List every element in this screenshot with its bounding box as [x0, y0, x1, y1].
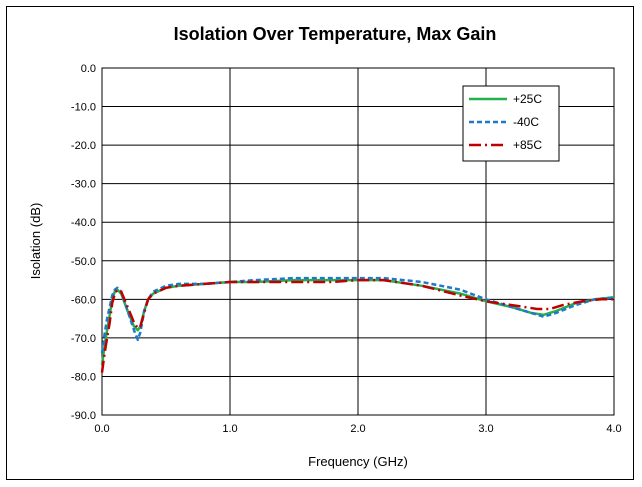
- plot-area: [101, 67, 615, 416]
- y-tick-label: -10.0: [71, 102, 96, 114]
- y-tick-label: -30.0: [71, 179, 96, 191]
- y-axis-ticks: 0.0 -10.0 -20.0 -30.0 -40.0 -50.0 -60.0 -70.0 -8…: [71, 63, 96, 422]
- x-tick-label: 1.0: [222, 423, 237, 435]
- legend-label: +85C: [513, 138, 542, 152]
- y-tick-label: -40.0: [71, 217, 96, 229]
- chart-frame: [6, 6, 634, 480]
- y-tick-label: -70.0: [71, 333, 96, 345]
- y-tick-label: -50.0: [71, 256, 96, 268]
- series-layer: [100, 276, 615, 373]
- legend-box: [462, 85, 560, 162]
- y-tick-label: -60.0: [71, 294, 96, 306]
- y-tick-label: -20.0: [71, 140, 96, 152]
- y-tick-label: -80.0: [71, 371, 96, 383]
- y-axis-title: Isolation (dB): [28, 203, 43, 280]
- x-tick-label: 3.0: [478, 423, 493, 435]
- chart-title: Isolation Over Temperature, Max Gain: [174, 24, 497, 44]
- y-tick-label: -90.0: [71, 410, 96, 422]
- legend-label: +25C: [513, 92, 542, 106]
- x-axis-title: Frequency (GHz): [308, 454, 408, 469]
- series-line: [100, 278, 614, 373]
- x-tick-label: 4.0: [606, 423, 621, 435]
- y-tick-label: 0.0: [81, 63, 96, 75]
- x-axis-ticks: 0.0 1.0 2.0 3.0 4.0: [94, 423, 621, 435]
- x-tick-label: 2.0: [350, 423, 365, 435]
- legend: +25C -40C +85C: [462, 85, 560, 162]
- series-line: [100, 276, 615, 354]
- x-tick-label: 0.0: [94, 423, 109, 435]
- legend-label: -40C: [513, 115, 539, 129]
